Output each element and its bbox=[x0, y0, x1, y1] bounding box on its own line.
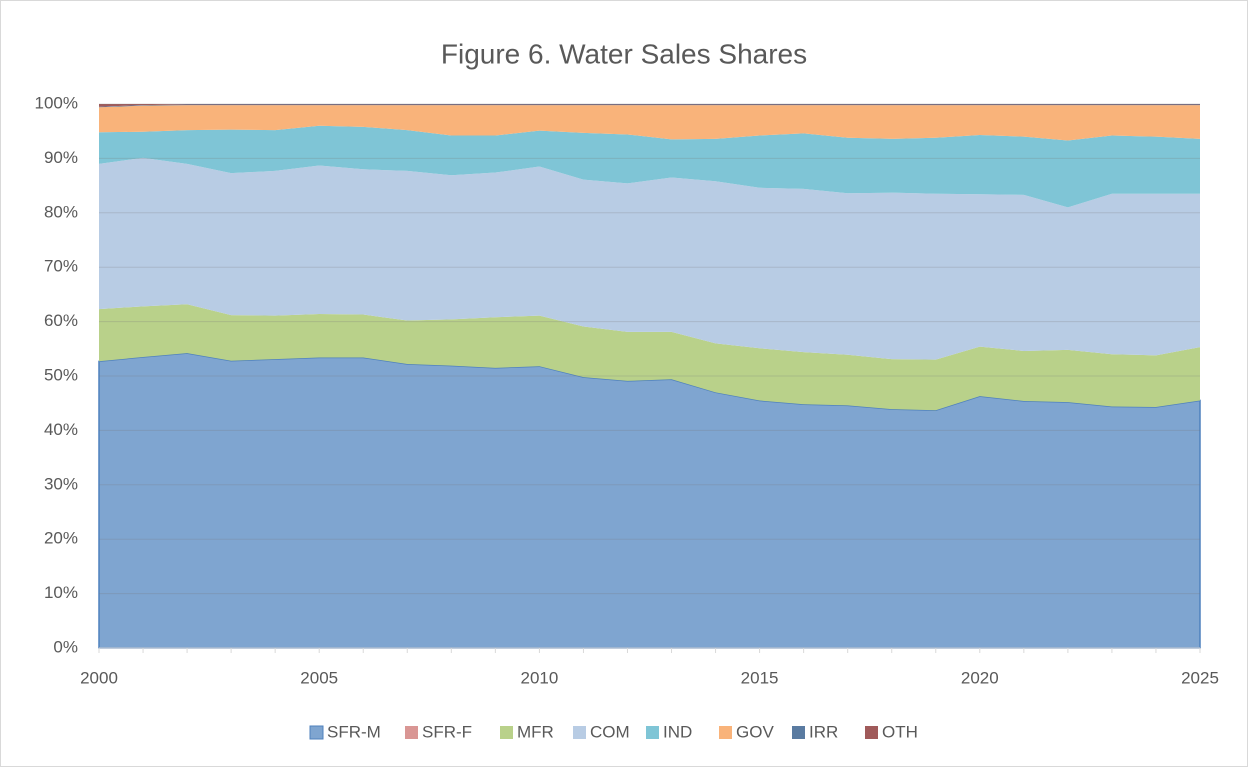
legend-item: SFR-F bbox=[405, 722, 472, 741]
legend-swatch bbox=[792, 726, 805, 739]
y-tick-label: 60% bbox=[44, 311, 78, 330]
legend-label: SFR-M bbox=[327, 722, 381, 741]
x-tick-label: 2015 bbox=[741, 668, 779, 687]
y-tick-label: 70% bbox=[44, 257, 78, 276]
x-tick-label: 2005 bbox=[300, 668, 338, 687]
y-tick-label: 0% bbox=[53, 637, 78, 656]
legend-swatch bbox=[719, 726, 732, 739]
chart-title: Figure 6. Water Sales Shares bbox=[441, 38, 807, 69]
x-tick-label: 2000 bbox=[80, 668, 118, 687]
legend-swatch bbox=[309, 725, 324, 740]
area bbox=[99, 105, 1200, 141]
area bbox=[99, 157, 1200, 360]
legend-item: OTH bbox=[865, 722, 918, 741]
area bbox=[99, 125, 1200, 208]
area bbox=[99, 104, 1200, 107]
legend-label: MFR bbox=[517, 722, 554, 741]
legend-item: SFR-M bbox=[309, 722, 381, 741]
x-tick-label: 2020 bbox=[961, 668, 999, 687]
legend-label: GOV bbox=[736, 722, 774, 741]
x-tick-label: 2010 bbox=[520, 668, 558, 687]
legend-swatch bbox=[865, 726, 878, 739]
legend-label: IND bbox=[663, 722, 692, 741]
y-tick-label: 90% bbox=[44, 148, 78, 167]
y-tick-label: 10% bbox=[44, 583, 78, 602]
legend-swatch bbox=[405, 726, 418, 739]
area bbox=[99, 304, 1200, 411]
y-tick-label: 100% bbox=[35, 93, 78, 112]
legend-item: IND bbox=[646, 722, 692, 741]
legend-item: GOV bbox=[719, 722, 774, 741]
y-tick-label: 20% bbox=[44, 529, 78, 548]
legend-swatch bbox=[500, 726, 513, 739]
legend-item: COM bbox=[573, 722, 630, 741]
area bbox=[99, 104, 1200, 108]
y-tick-label: 80% bbox=[44, 202, 78, 221]
legend-label: IRR bbox=[809, 722, 838, 741]
y-tick-label: 50% bbox=[44, 365, 78, 384]
legend-swatch bbox=[573, 726, 586, 739]
y-tick-label: 30% bbox=[44, 474, 78, 493]
legend-label: SFR-F bbox=[422, 722, 472, 741]
x-tick-label: 2025 bbox=[1181, 668, 1219, 687]
legend-item: MFR bbox=[500, 722, 554, 741]
y-tick-label: 40% bbox=[44, 420, 78, 439]
legend-swatch bbox=[646, 726, 659, 739]
legend-item: IRR bbox=[792, 722, 838, 741]
legend-label: OTH bbox=[882, 722, 918, 741]
legend-label: COM bbox=[590, 722, 630, 741]
